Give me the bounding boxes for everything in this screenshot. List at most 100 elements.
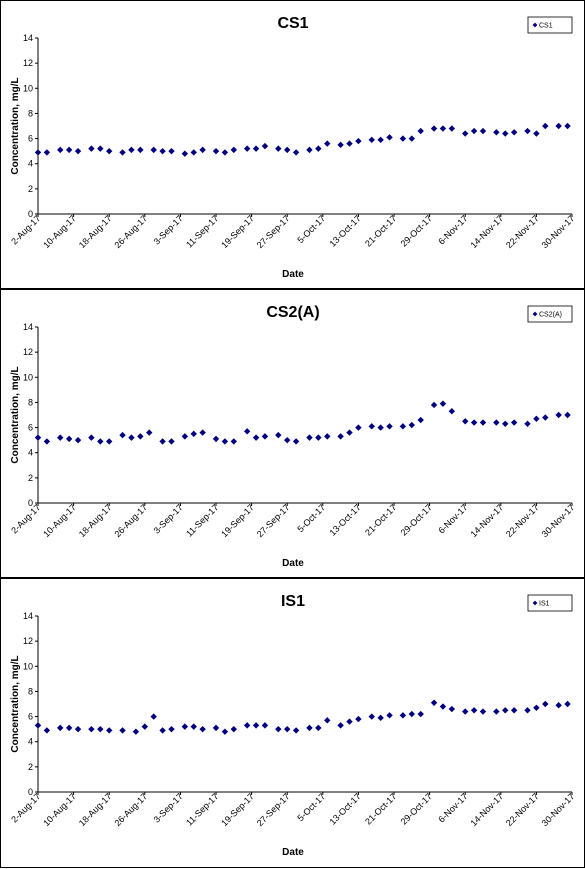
y-tick-label: 10 xyxy=(23,83,33,93)
data-point xyxy=(243,145,251,152)
data-point xyxy=(399,135,407,142)
y-tick-label: 12 xyxy=(23,636,33,646)
data-point xyxy=(34,722,42,729)
data-point xyxy=(159,147,166,155)
data-point xyxy=(306,434,313,441)
legend-box xyxy=(527,305,573,323)
data-point xyxy=(119,727,126,734)
data-point xyxy=(430,699,438,706)
chart-title: IS1 xyxy=(281,593,305,610)
legend-box xyxy=(527,594,573,612)
x-tick-label: 3-Sep-17 xyxy=(152,791,185,824)
data-point xyxy=(292,727,300,734)
x-tick-label: 27-Sep-17 xyxy=(255,213,292,250)
x-tick-label: 19-Sep-17 xyxy=(219,213,256,250)
data-point xyxy=(43,727,51,734)
chart-svg: CS1 0 2 4 6 8 10 12 14 2-Aug-1710-Aug-1718-Aug-17… xyxy=(9,15,576,280)
x-tick-label: 21-Oct-17 xyxy=(363,791,398,826)
data-point xyxy=(97,438,104,445)
data-point xyxy=(119,149,126,156)
x-tick-label: 22-Nov-17 xyxy=(504,502,541,539)
x-tick-label: 21-Oct-17 xyxy=(363,213,398,248)
data-point xyxy=(252,722,260,729)
data-point xyxy=(132,728,140,735)
x-tick-label: 3-Sep-17 xyxy=(152,502,185,535)
data-point xyxy=(510,129,518,136)
chart-title: CS2(A) xyxy=(266,304,319,321)
data-point xyxy=(128,146,135,154)
data-point xyxy=(292,438,300,445)
y-tick-label: 6 xyxy=(28,134,33,144)
y-tick-label: 14 xyxy=(23,33,33,43)
data-point xyxy=(261,142,269,150)
x-tick-label: 5-Oct-17 xyxy=(295,791,327,823)
data-point xyxy=(564,700,571,708)
data-point xyxy=(146,429,153,436)
data-point xyxy=(106,727,113,734)
data-point xyxy=(315,434,322,441)
y-tick-label: 10 xyxy=(23,372,33,382)
data-point xyxy=(430,401,438,409)
data-point xyxy=(43,149,51,156)
data-point xyxy=(439,125,447,132)
data-point xyxy=(292,149,300,156)
y-tick-label: 14 xyxy=(23,322,33,332)
data-point xyxy=(524,420,531,427)
x-tick-label: 29-Oct-17 xyxy=(399,213,434,248)
data-point xyxy=(190,149,197,156)
data-point xyxy=(510,419,518,426)
data-point xyxy=(470,419,478,426)
data-point xyxy=(448,408,456,415)
legend-box xyxy=(527,16,573,34)
chart-panel-cs1: CS1 0 2 4 6 8 10 12 14 2-Aug-17 10-Aug-17 18-Aug-17… xyxy=(0,0,585,289)
data-point xyxy=(212,435,220,443)
data-point xyxy=(368,713,375,720)
data-point xyxy=(221,728,229,735)
data-point xyxy=(564,411,571,419)
data-point xyxy=(137,433,144,440)
data-point xyxy=(542,122,549,130)
data-point xyxy=(43,438,51,445)
x-tick-label: 6-Nov-17 xyxy=(436,502,469,535)
data-point xyxy=(65,435,73,443)
x-tick-label: 14-Nov-17 xyxy=(468,502,505,539)
data-point xyxy=(417,416,424,424)
data-point xyxy=(261,433,269,440)
y-tick-label: 14 xyxy=(23,611,33,621)
data-point xyxy=(470,127,478,135)
y-tick-label: 6 xyxy=(28,423,33,433)
data-point xyxy=(462,130,469,137)
x-tick-label: 26-Aug-17 xyxy=(112,213,149,250)
data-point xyxy=(74,147,82,155)
y-tick-label: 8 xyxy=(28,108,33,118)
x-tick-label: 6-Nov-17 xyxy=(436,791,469,824)
data-point xyxy=(448,125,456,132)
x-tick-label: 18-Aug-17 xyxy=(77,213,114,250)
x-tick-label: 30-Nov-17 xyxy=(540,502,577,539)
legend-label: IS1 xyxy=(539,601,550,608)
x-tick-label: 13-Oct-17 xyxy=(327,502,362,537)
data-point xyxy=(315,724,322,732)
x-tick-label: 29-Oct-17 xyxy=(399,791,434,826)
data-point xyxy=(346,140,353,147)
data-point xyxy=(306,146,313,154)
data-point xyxy=(368,136,375,144)
data-point xyxy=(439,400,447,407)
x-tick-label: 11-Sep-17 xyxy=(184,791,220,827)
data-point xyxy=(324,717,331,724)
x-tick-label: 2-Aug-17 xyxy=(9,502,42,535)
data-point xyxy=(337,433,344,440)
data-point xyxy=(555,122,562,130)
x-tick-label: 10-Aug-17 xyxy=(41,213,78,250)
x-tick-label: 19-Sep-17 xyxy=(219,791,256,828)
x-axis-label: Date xyxy=(282,269,304,280)
data-point xyxy=(399,712,407,719)
data-point xyxy=(181,150,189,157)
data-point xyxy=(230,438,237,445)
data-point xyxy=(346,429,353,436)
data-point xyxy=(88,145,95,152)
data-point xyxy=(181,433,189,440)
x-tick-label: 29-Oct-17 xyxy=(399,502,434,537)
data-point xyxy=(337,141,344,149)
data-point xyxy=(502,130,509,137)
